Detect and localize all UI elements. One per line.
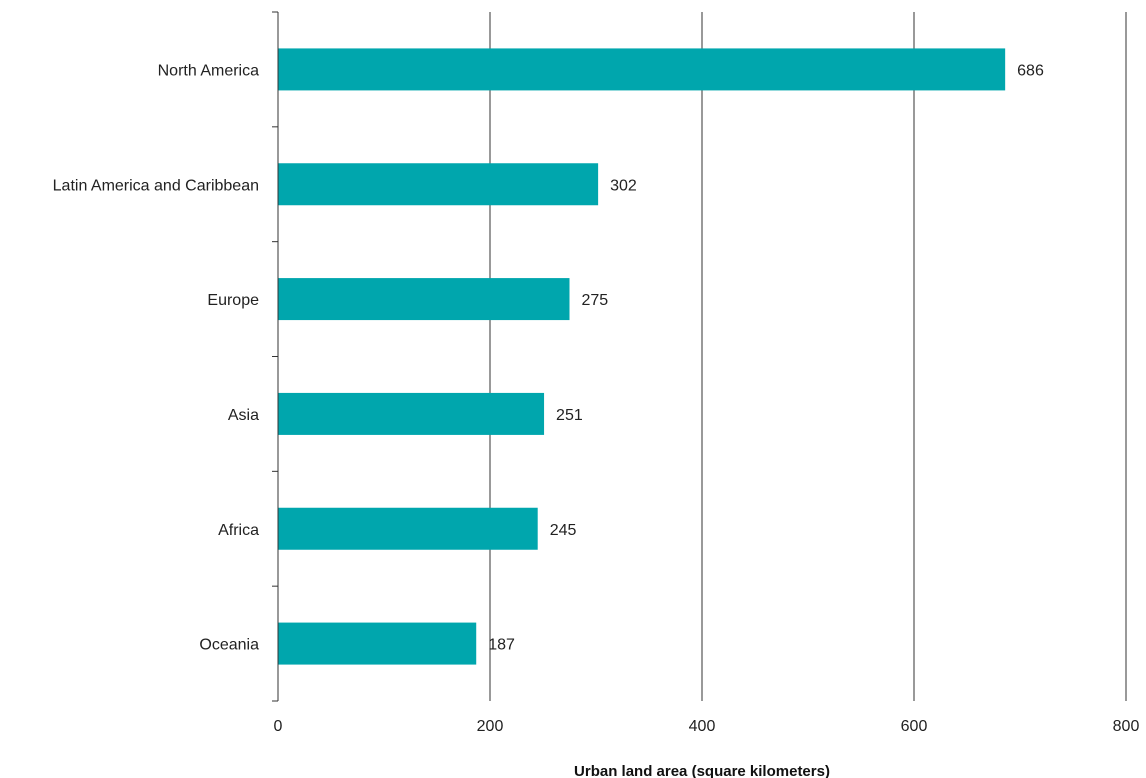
category-label-1: Latin America and Caribbean	[53, 177, 259, 194]
gridlines	[489, 12, 1127, 701]
value-label-5: 187	[488, 637, 515, 654]
bars	[278, 48, 1006, 665]
category-label-0: North America	[158, 62, 259, 79]
axes: 0 200 400 600 800 North America 686 Latin Ameri…	[53, 11, 1140, 735]
category-label-4: Africa	[218, 522, 259, 539]
x-tick-label-0: 0	[274, 718, 283, 735]
x-tick-label-800: 800	[1113, 718, 1140, 735]
category-label-3: Asia	[228, 407, 259, 424]
x-tick-label-400: 400	[689, 718, 716, 735]
value-label-0: 686	[1017, 62, 1044, 79]
value-label-4: 245	[550, 522, 577, 539]
value-label-1: 302	[610, 177, 637, 194]
value-label-2: 275	[582, 292, 609, 309]
bar-1	[278, 163, 599, 206]
bar-3	[278, 392, 545, 435]
category-label-2: Europe	[207, 292, 259, 309]
x-tick-label-200: 200	[477, 718, 504, 735]
value-label-3: 251	[556, 407, 583, 424]
bar-2	[278, 278, 570, 321]
bar-4	[278, 507, 538, 550]
bar-0	[278, 48, 1006, 91]
x-axis-label: Urban land area (square kilometers)	[574, 763, 830, 778]
bar-5	[278, 622, 477, 665]
category-label-5: Oceania	[199, 637, 259, 654]
x-tick-label-600: 600	[901, 718, 928, 735]
